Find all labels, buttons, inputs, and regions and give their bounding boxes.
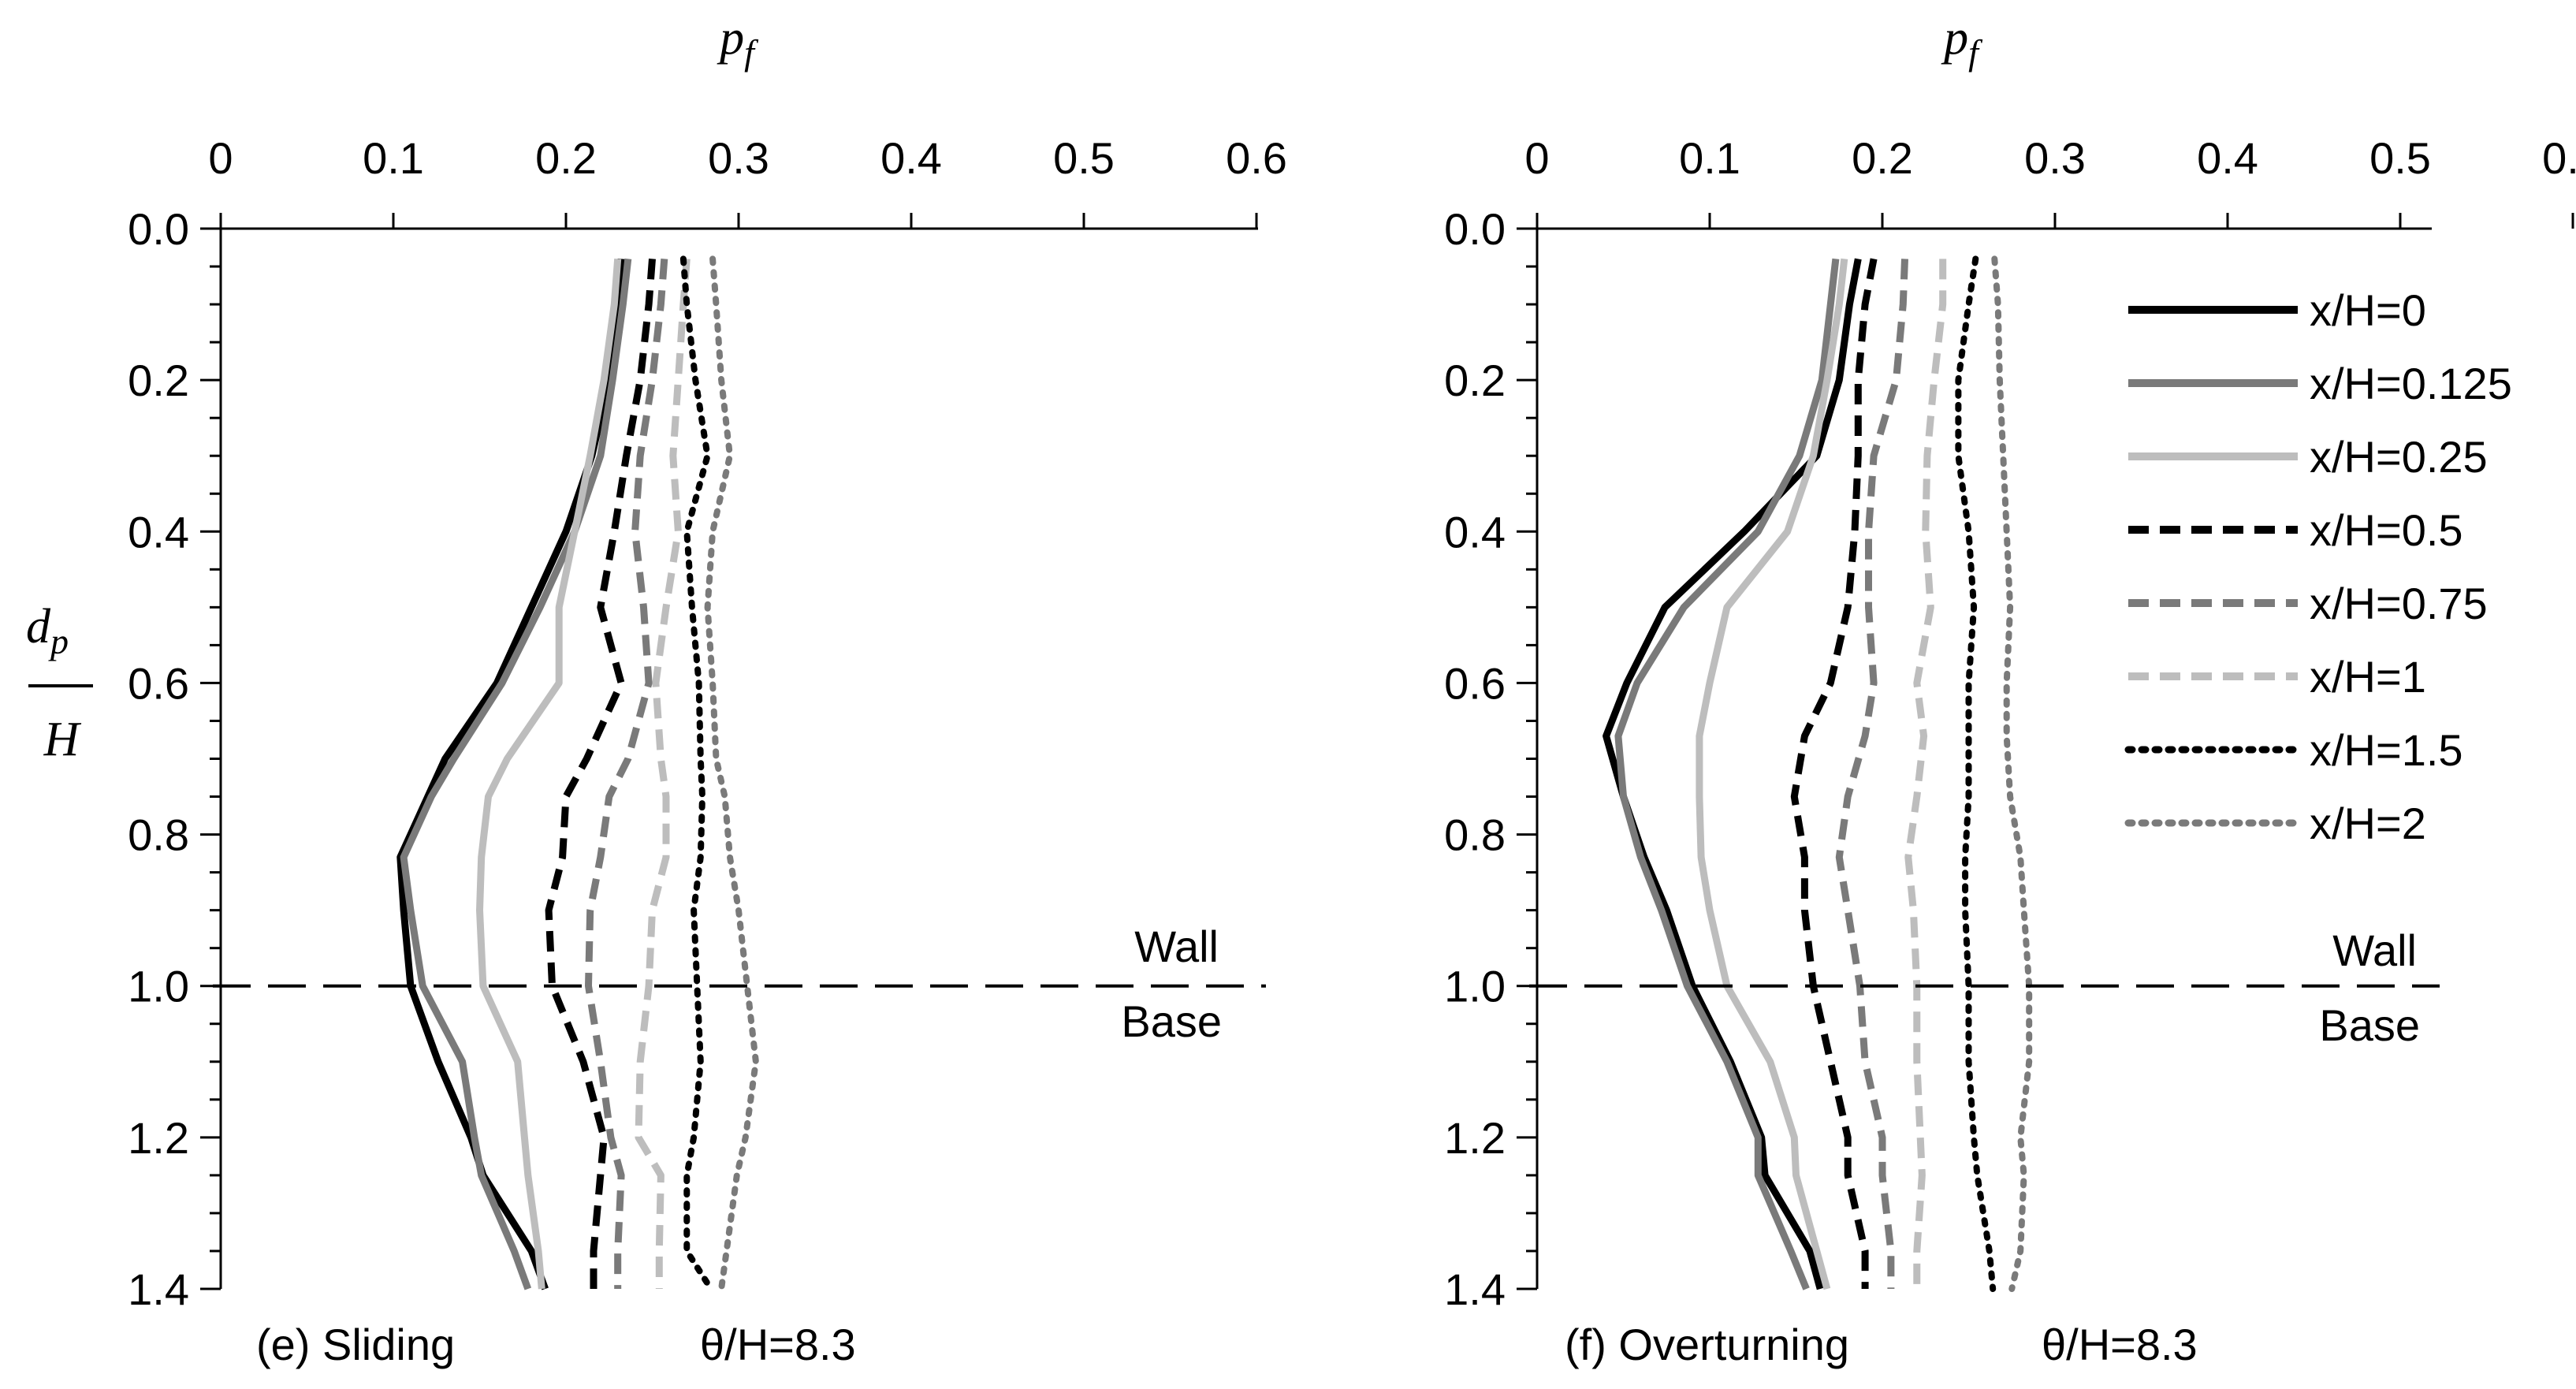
panel-annotation: θ/H=8.3 — [700, 1320, 856, 1369]
y-tick-label: 0.4 — [1444, 507, 1506, 557]
series-line-x-H-2 — [1991, 255, 2033, 1292]
series-line-x-H-1 — [1904, 259, 1947, 1289]
y-tick-label: 0.8 — [128, 810, 189, 860]
legend-label: x/H=2 — [2310, 799, 2426, 848]
series-line-x-H-0-75 — [585, 259, 668, 1289]
legend-label: x/H=0.75 — [2310, 579, 2488, 628]
x-tick-label: 0.5 — [1053, 133, 1115, 183]
panel-label: (e) Sliding — [256, 1320, 455, 1369]
y-tick-label: 0.6 — [1444, 658, 1506, 708]
legend-label: x/H=0.5 — [2310, 505, 2463, 555]
legend-label: x/H=0.25 — [2310, 432, 2488, 482]
x-tick-label: 0.6 — [1226, 133, 1287, 183]
x-tick-label: 0.1 — [1679, 133, 1740, 183]
y-tick-label: 0.0 — [128, 204, 189, 254]
svg-text:H: H — [43, 713, 82, 766]
panel-annotation: θ/H=8.3 — [2042, 1320, 2198, 1369]
x-tick-label: 0.5 — [2369, 133, 2431, 183]
y-tick-label: 1.2 — [128, 1113, 189, 1163]
x-axis-title: pf — [717, 11, 759, 73]
x-tick-label: 0.6 — [2542, 133, 2576, 183]
y-tick-label: 0.2 — [128, 356, 189, 405]
x-tick-label: 0 — [208, 133, 233, 183]
x-tick-label: 0.2 — [1852, 133, 1913, 183]
x-tick-label: 0.3 — [2024, 133, 2086, 183]
series-line-x-H-0-5 — [545, 259, 656, 1289]
panel-sliding: pf dp H 0 0.1 0.2 0.3 0.4 0.5 0.6 0.0 0.2 0.4 0.6 0… — [26, 11, 1287, 1369]
y-tick-label: 1.2 — [1444, 1113, 1506, 1163]
series-line-x-H-1-5 — [1955, 255, 1997, 1292]
panel-label: (f) Overturning — [1565, 1320, 1849, 1369]
series-line-x-H-0-25 — [476, 259, 622, 1290]
series-line-x-H-0-75 — [1835, 259, 1908, 1289]
legend-label: x/H=1 — [2310, 652, 2426, 702]
y-tick-label: 1.4 — [128, 1264, 189, 1314]
base-label: Base — [1121, 996, 1222, 1046]
x-tick-label: 0.4 — [2197, 133, 2258, 183]
legend-label: x/H=1.5 — [2310, 725, 2463, 775]
x-tick-label: 0 — [1524, 133, 1549, 183]
legend-label: x/H=0.125 — [2310, 359, 2512, 408]
series-line-x-H-0-125 — [1614, 258, 1840, 1290]
y-tick-label: 0.4 — [128, 507, 189, 557]
y-axis-title: dp H — [26, 600, 93, 766]
x-axis-title: pf — [1941, 11, 1983, 73]
y-tick-label: 1.0 — [128, 962, 189, 1011]
series-line-x-H-1-5 — [679, 255, 714, 1292]
panel-overturning: pf 0 0.1 0.2 0.3 0.4 0.5 0.6 0.0 0.2 0.4 0.6 0.8 1.0… — [1444, 11, 2576, 1369]
series-line-x-H-0-125 — [400, 258, 632, 1290]
y-tick-label: 1.0 — [1444, 962, 1506, 1011]
wall-label: Wall — [1134, 922, 1219, 971]
y-tick-label: 0.2 — [1444, 356, 1506, 405]
svg-text:dp: dp — [26, 600, 69, 661]
x-tick-label: 0.3 — [708, 133, 769, 183]
legend: x/H=0 x/H=0.125 x/H=0.25 x/H=0.5 x/H=0.75 x/H… — [2124, 285, 2512, 848]
y-tick-label: 0.8 — [1444, 810, 1506, 860]
series-line-x-H-0-25 — [1696, 258, 1848, 1290]
series-line-x-H-0 — [396, 259, 625, 1290]
x-tick-label: 0.2 — [535, 133, 597, 183]
y-tick-label: 0.6 — [128, 658, 189, 708]
y-tick-label: 0.0 — [1444, 204, 1506, 254]
x-tick-label: 0.1 — [363, 133, 424, 183]
base-label: Base — [2319, 1000, 2420, 1050]
series-line-x-H-0-5 — [1790, 258, 1878, 1289]
x-tick-label: 0.4 — [880, 133, 942, 183]
series-line-x-H-1 — [635, 259, 691, 1289]
legend-label: x/H=0 — [2310, 285, 2426, 335]
series-line-x-H-2 — [704, 255, 759, 1292]
y-tick-label: 1.4 — [1444, 1264, 1506, 1314]
wall-label: Wall — [2332, 925, 2417, 975]
